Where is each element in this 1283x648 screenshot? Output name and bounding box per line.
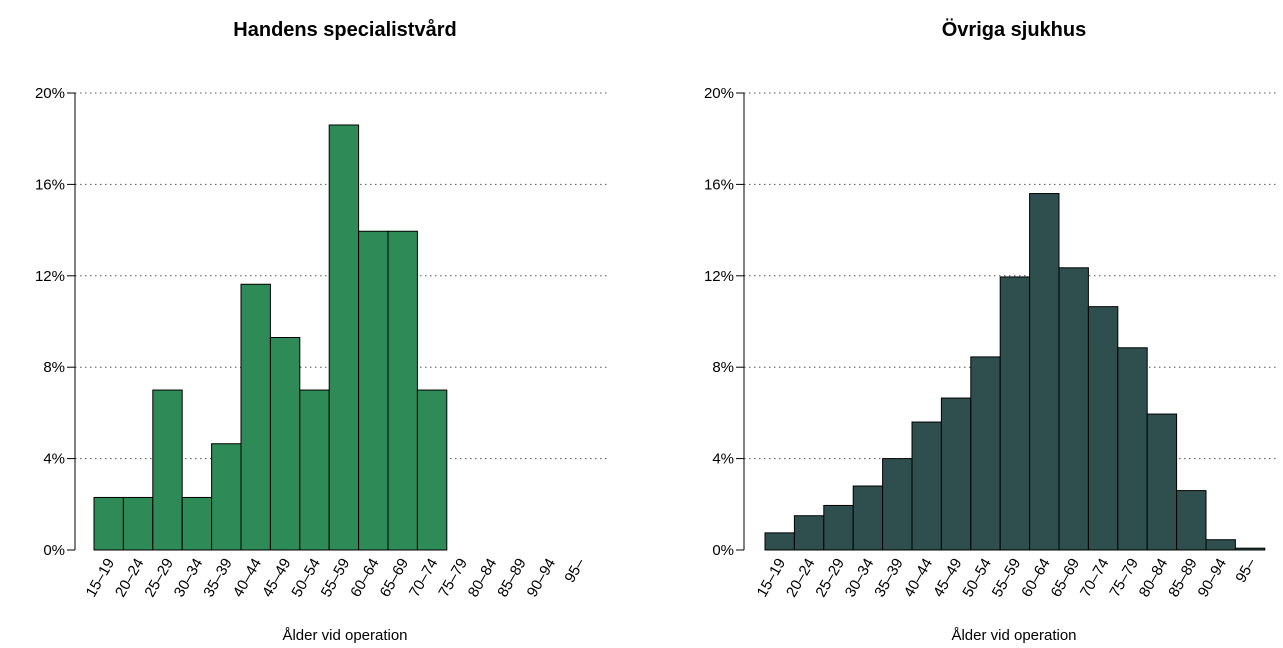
bar	[970, 356, 1001, 551]
bar	[122, 496, 154, 551]
x-tick-label: 95–	[1232, 555, 1260, 586]
x-tick-label: 15–19	[83, 556, 119, 601]
x-tick-label: 80–84	[465, 556, 501, 601]
bar	[793, 515, 825, 551]
x-tick-label: 50–54	[959, 556, 995, 601]
bar	[416, 389, 448, 551]
x-tick-label: 50–54	[288, 556, 324, 601]
x-tick-label: 75–79	[1106, 556, 1142, 601]
y-tick-label: 4%	[43, 451, 65, 468]
bar	[181, 496, 213, 551]
x-tick-label: 20–24	[112, 556, 148, 601]
y-tick-label: 20%	[35, 85, 65, 102]
x-tick-label: 75–79	[435, 556, 471, 601]
x-tick-label: 80–84	[1136, 556, 1172, 601]
bar	[1117, 347, 1148, 551]
bar	[1205, 539, 1236, 551]
x-tick-label: 45–49	[259, 556, 295, 601]
x-tick-label: 95–	[561, 555, 589, 586]
bar	[328, 124, 360, 551]
x-tick-label: 60–64	[347, 556, 383, 601]
bar	[999, 276, 1031, 551]
chart-panel-ovriga-sjukhus: Övriga sjukhus Ålder vid operation 0% 4% 8…	[704, 18, 1279, 644]
bar	[852, 485, 884, 551]
bar	[882, 458, 913, 551]
x-tick-label: 45–49	[930, 556, 966, 601]
bar	[211, 443, 242, 551]
chart-panel-handens-specialistvard: Handens specialistvård Ålder vid operati…	[35, 18, 610, 644]
x-tick-label: 20–24	[783, 556, 819, 601]
y-tick-label: 12%	[35, 268, 65, 285]
x-tick-label: 40–44	[230, 556, 266, 601]
x-tick-label: 90–94	[524, 556, 560, 601]
bar	[1146, 413, 1178, 551]
y-tick-label: 20%	[704, 85, 734, 102]
y-tick-label: 8%	[712, 359, 734, 376]
x-tick-label: 40–44	[901, 556, 937, 601]
x-tick-label: 65–69	[377, 556, 413, 601]
bar	[152, 389, 183, 551]
bar	[940, 397, 972, 551]
bar	[1029, 193, 1060, 551]
bar	[269, 336, 301, 551]
x-tick-label: 25–29	[141, 556, 177, 601]
x-tick-label: 55–59	[989, 556, 1025, 601]
y-tick-label: 12%	[704, 268, 734, 285]
x-tick-label: 35–39	[871, 556, 907, 601]
x-axis-label: Ålder vid operation	[282, 627, 407, 644]
chart-title: Handens specialistvård	[233, 18, 456, 41]
x-tick-label: 70–74	[406, 556, 442, 601]
bar	[358, 230, 389, 551]
bar	[911, 421, 942, 551]
x-tick-label: 15–19	[754, 556, 790, 601]
y-tick-label: 4%	[712, 451, 734, 468]
x-tick-label: 85–89	[1165, 556, 1201, 601]
bar	[1234, 547, 1266, 551]
x-tick-label: 60–64	[1018, 556, 1054, 601]
y-tick-label: 16%	[704, 176, 734, 193]
x-tick-label: 30–34	[842, 556, 878, 601]
bar	[1176, 490, 1207, 551]
chart-title: Övriga sjukhus	[942, 18, 1087, 41]
y-tick-label: 8%	[43, 359, 65, 376]
bar	[823, 504, 854, 551]
bar	[299, 389, 330, 551]
y-tick-label: 0%	[43, 542, 65, 559]
bar	[240, 283, 271, 551]
y-tick-label: 16%	[35, 176, 65, 193]
bar	[387, 230, 418, 551]
x-tick-label: 25–29	[812, 556, 848, 601]
x-tick-label: 35–39	[200, 556, 236, 601]
x-tick-label: 70–74	[1077, 556, 1113, 601]
x-tick-label: 90–94	[1195, 556, 1231, 601]
x-tick-label: 55–59	[318, 556, 354, 601]
x-tick-label: 30–34	[171, 556, 207, 601]
x-tick-label: 65–69	[1048, 556, 1084, 601]
bar	[1087, 306, 1119, 551]
bar	[764, 532, 795, 551]
bar	[1058, 267, 1089, 551]
bar	[93, 496, 124, 551]
y-tick-label: 0%	[712, 542, 734, 559]
x-axis-label: Ålder vid operation	[951, 627, 1076, 644]
x-tick-label: 85–89	[494, 556, 530, 601]
